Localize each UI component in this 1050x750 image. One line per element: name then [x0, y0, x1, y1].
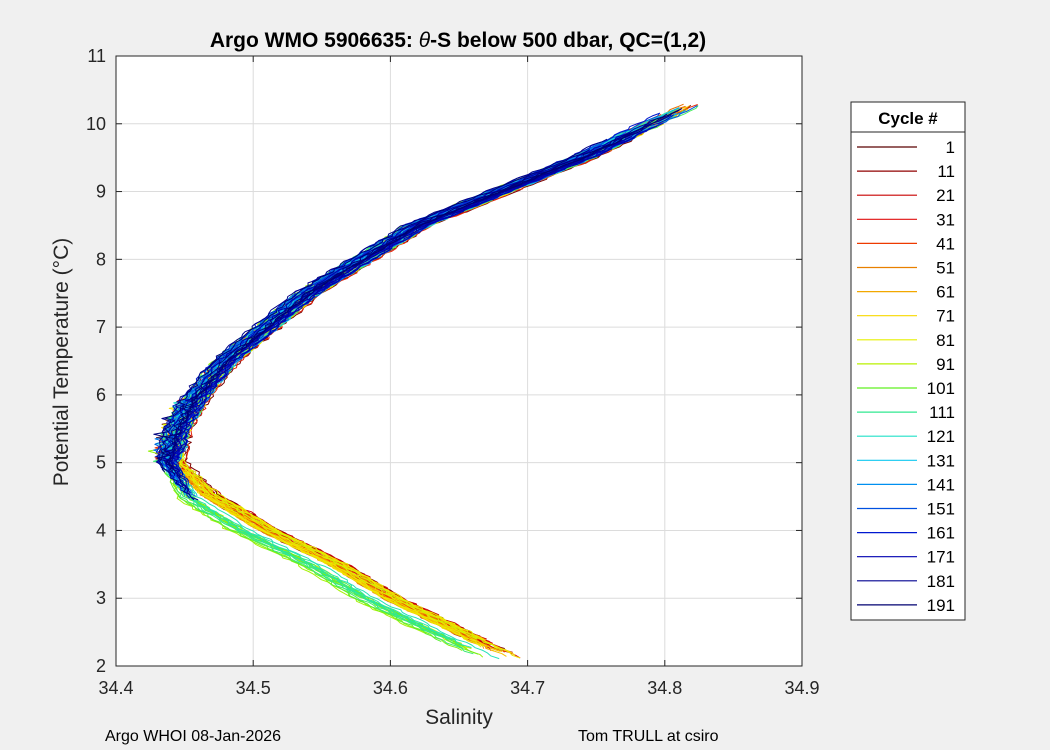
legend-label: 11: [937, 162, 955, 181]
legend-label: 91: [936, 355, 955, 374]
legend-label: 51: [936, 259, 955, 278]
legend-label: 121: [927, 427, 955, 446]
x-tick-label: 34.7: [510, 678, 545, 698]
y-tick-label: 10: [86, 114, 106, 134]
x-axis: 34.4 34.5 34.6 34.7 34.8 34.9: [98, 56, 820, 698]
axes-box: [115, 55, 803, 667]
profile-line: [153, 149, 591, 473]
y-tick-label: 2: [96, 656, 106, 676]
legend-label: 151: [927, 500, 955, 519]
y-tick-label: 6: [96, 385, 106, 405]
x-tick-label: 34.6: [373, 678, 408, 698]
legend: Cycle # 11121314151617181911011111211311…: [850, 101, 966, 621]
y-axis-label: Potential Temperature (°C): [50, 238, 73, 486]
footer-right: Tom TRULL at csiro: [578, 728, 719, 745]
legend-label: 1: [946, 138, 955, 157]
y-tick-label: 5: [96, 453, 106, 473]
x-axis-label: Salinity: [425, 706, 493, 729]
legend-label: 61: [936, 283, 955, 302]
y-tick-label: 3: [96, 588, 106, 608]
profile-line: [155, 138, 608, 501]
y-tick-label: 8: [96, 249, 106, 269]
profiles: [147, 103, 699, 660]
x-tick-label: 34.5: [236, 678, 271, 698]
legend-box: [850, 101, 966, 621]
y-tick-label: 4: [96, 520, 106, 540]
legend-label: 31: [936, 210, 955, 229]
legend-label: 191: [927, 596, 955, 615]
legend-label: 171: [927, 548, 955, 567]
legend-label: 81: [936, 331, 955, 350]
legend-label: 161: [927, 524, 955, 543]
chart-title: Argo WMO 5906635: θ-S below 500 dbar, QC…: [210, 29, 706, 52]
profile-line: [157, 113, 668, 478]
legend-label: 41: [936, 234, 955, 253]
x-tick-label: 34.8: [647, 678, 682, 698]
x-tick-label: 34.4: [98, 678, 133, 698]
legend-label: 21: [936, 186, 955, 205]
legend-label: 141: [927, 475, 955, 494]
legend-label: 101: [927, 379, 955, 398]
x-tick-label: 34.9: [784, 678, 819, 698]
y-tick-label: 11: [87, 46, 106, 66]
footer-left: Argo WHOI 08-Jan-2026: [105, 728, 281, 745]
profile-line: [160, 108, 683, 475]
legend-label: 111: [929, 403, 955, 422]
legend-title: Cycle #: [878, 109, 938, 128]
legend-label: 181: [927, 572, 955, 591]
y-tick-label: 9: [96, 182, 106, 202]
legend-label: 131: [927, 451, 955, 470]
y-tick-label: 7: [96, 317, 106, 337]
legend-label: 71: [936, 307, 955, 326]
y-axis: 2 3 4 5 6 7 8 9 10 11: [86, 46, 802, 676]
